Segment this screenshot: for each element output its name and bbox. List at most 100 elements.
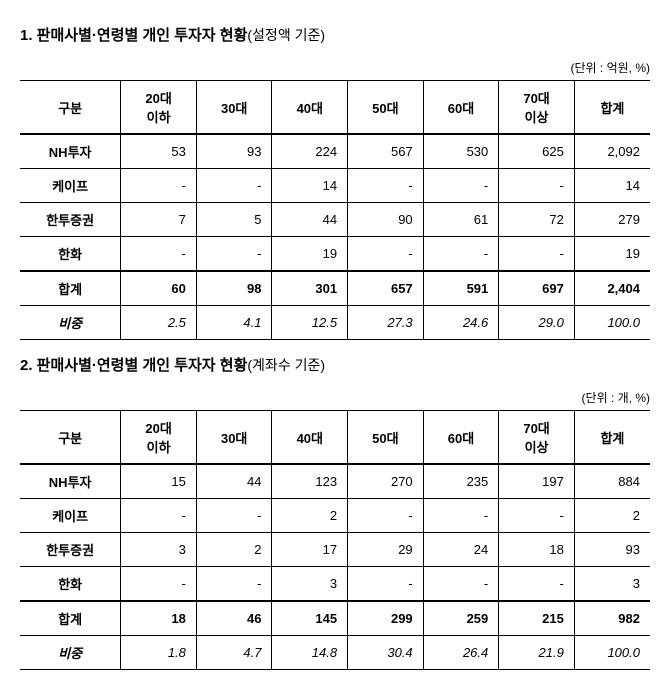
table1-col7: 합계 bbox=[574, 81, 650, 134]
table2-ratio-cell: 14.8 bbox=[272, 636, 348, 670]
section1-title-sub: (설정액 기준) bbox=[247, 27, 325, 43]
table1-cell: - bbox=[348, 237, 424, 271]
table2-sum-cell: 982 bbox=[574, 602, 650, 636]
section2-title-sub: (계좌수 기준) bbox=[247, 357, 325, 373]
table2-ratio-cell: 100.0 bbox=[574, 636, 650, 670]
table2-ratio-cell: 30.4 bbox=[348, 636, 424, 670]
table2-cell: 235 bbox=[423, 465, 499, 499]
section2-title: 2. 판매사별·연령별 개인 투자자 현황(계좌수 기준) bbox=[20, 354, 650, 375]
table2-sum-cell: 215 bbox=[499, 602, 575, 636]
table1-cell: 53 bbox=[121, 135, 197, 169]
table2-sum-cell: 259 bbox=[423, 602, 499, 636]
table2-rowlabel: NH투자 bbox=[20, 465, 121, 499]
table2-cell: 123 bbox=[272, 465, 348, 499]
table2-ratio-cell: 26.4 bbox=[423, 636, 499, 670]
table1-col3: 40대 bbox=[272, 81, 348, 134]
table2-cell: 44 bbox=[196, 465, 272, 499]
table2-cell: 270 bbox=[348, 465, 424, 499]
table1-cell: - bbox=[423, 237, 499, 271]
table1-cell: - bbox=[348, 169, 424, 203]
table1-sum-cell: 657 bbox=[348, 272, 424, 306]
table2-ratio-row: 비중 1.8 4.7 14.8 30.4 26.4 21.9 100.0 bbox=[20, 636, 650, 670]
table1-row: 케이프 - - 14 - - - 14 bbox=[20, 169, 650, 203]
section1-unit: (단위 : 억원, %) bbox=[20, 59, 650, 76]
table2-sum-cell: 18 bbox=[121, 602, 197, 636]
table2-cell: 29 bbox=[348, 533, 424, 567]
table1-cell: 14 bbox=[574, 169, 650, 203]
table2-col4: 50대 bbox=[348, 411, 424, 464]
section2-title-main: 2. 판매사별·연령별 개인 투자자 현황 bbox=[20, 357, 247, 374]
table1-ratio-row: 비중 2.5 4.1 12.5 27.3 24.6 29.0 100.0 bbox=[20, 306, 650, 340]
table1-ratio-cell: 100.0 bbox=[574, 306, 650, 340]
table2-cell: - bbox=[423, 567, 499, 601]
table1-cell: 2,092 bbox=[574, 135, 650, 169]
table1-ratio-cell: 27.3 bbox=[348, 306, 424, 340]
table2-cell: - bbox=[499, 499, 575, 533]
table1-cell: 93 bbox=[196, 135, 272, 169]
table2-cell: 2 bbox=[272, 499, 348, 533]
table2-row: NH투자 15 44 123 270 235 197 884 bbox=[20, 465, 650, 499]
table1-cell: 625 bbox=[499, 135, 575, 169]
table2-col2: 30대 bbox=[196, 411, 272, 464]
table2-cell: - bbox=[196, 499, 272, 533]
table2-ratio-cell: 4.7 bbox=[196, 636, 272, 670]
table1-cell: 567 bbox=[348, 135, 424, 169]
table1-cell: 530 bbox=[423, 135, 499, 169]
table2-cell: - bbox=[423, 499, 499, 533]
table1-sum-label: 합계 bbox=[20, 272, 121, 306]
table1-sum-cell: 60 bbox=[121, 272, 197, 306]
table2-sum-cell: 46 bbox=[196, 602, 272, 636]
table1-cell: 5 bbox=[196, 203, 272, 237]
table2-ratio-label: 비중 bbox=[20, 636, 121, 670]
table2-sum-cell: 145 bbox=[272, 602, 348, 636]
table2-row: 케이프 - - 2 - - - 2 bbox=[20, 499, 650, 533]
table2-col1: 20대 이하 bbox=[121, 411, 197, 464]
table2-row: 한투증권 3 2 17 29 24 18 93 bbox=[20, 533, 650, 567]
table2-cell: 17 bbox=[272, 533, 348, 567]
table1-ratio-cell: 24.6 bbox=[423, 306, 499, 340]
table1-ratio-cell: 12.5 bbox=[272, 306, 348, 340]
table2-cell: - bbox=[348, 499, 424, 533]
table1-cell: 44 bbox=[272, 203, 348, 237]
table2-col7: 합계 bbox=[574, 411, 650, 464]
table1-col1: 20대 이하 bbox=[121, 81, 197, 134]
table1-cell: 72 bbox=[499, 203, 575, 237]
table2-sum-label: 합계 bbox=[20, 602, 121, 636]
table2-header-row: 구분 20대 이하 30대 40대 50대 60대 70대 이상 합계 bbox=[20, 411, 650, 464]
table1-rowlabel: 한화 bbox=[20, 237, 121, 271]
table2-col6: 70대 이상 bbox=[499, 411, 575, 464]
table1-cell: 19 bbox=[272, 237, 348, 271]
table2-sum-row: 합계 18 46 145 299 259 215 982 bbox=[20, 602, 650, 636]
table1-cell: 61 bbox=[423, 203, 499, 237]
table1-sum-cell: 301 bbox=[272, 272, 348, 306]
table2-sum-cell: 299 bbox=[348, 602, 424, 636]
table2-col3: 40대 bbox=[272, 411, 348, 464]
table1-ratio-cell: 4.1 bbox=[196, 306, 272, 340]
table1-col6: 70대 이상 bbox=[499, 81, 575, 134]
table1-sum-cell: 591 bbox=[423, 272, 499, 306]
table1-sum-cell: 2,404 bbox=[574, 272, 650, 306]
table2-row: 한화 - - 3 - - - 3 bbox=[20, 567, 650, 601]
section1-title: 1. 판매사별·연령별 개인 투자자 현황(설정액 기준) bbox=[20, 24, 650, 45]
table2-cell: 884 bbox=[574, 465, 650, 499]
table1-cell: - bbox=[121, 169, 197, 203]
table1-col2: 30대 bbox=[196, 81, 272, 134]
table1-cell: 14 bbox=[272, 169, 348, 203]
table2-col0: 구분 bbox=[20, 411, 121, 464]
table2-cell: 15 bbox=[121, 465, 197, 499]
table1-row: 한화 - - 19 - - - 19 bbox=[20, 237, 650, 271]
table1-cell: - bbox=[499, 237, 575, 271]
table1-cell: - bbox=[196, 237, 272, 271]
table1-col0: 구분 bbox=[20, 81, 121, 134]
table1-rowlabel: NH투자 bbox=[20, 135, 121, 169]
table1-header-row: 구분 20대 이하 30대 40대 50대 60대 70대 이상 합계 bbox=[20, 81, 650, 134]
table1-sum-row: 합계 60 98 301 657 591 697 2,404 bbox=[20, 272, 650, 306]
table2-cell: - bbox=[121, 567, 197, 601]
table2-cell: 3 bbox=[272, 567, 348, 601]
table1-row: 한투증권 7 5 44 90 61 72 279 bbox=[20, 203, 650, 237]
table1-cell: 224 bbox=[272, 135, 348, 169]
section2-unit: (단위 : 개, %) bbox=[20, 389, 650, 406]
table1-col4: 50대 bbox=[348, 81, 424, 134]
table1-cell: - bbox=[499, 169, 575, 203]
table1: 구분 20대 이하 30대 40대 50대 60대 70대 이상 합계 NH투자… bbox=[20, 80, 650, 340]
